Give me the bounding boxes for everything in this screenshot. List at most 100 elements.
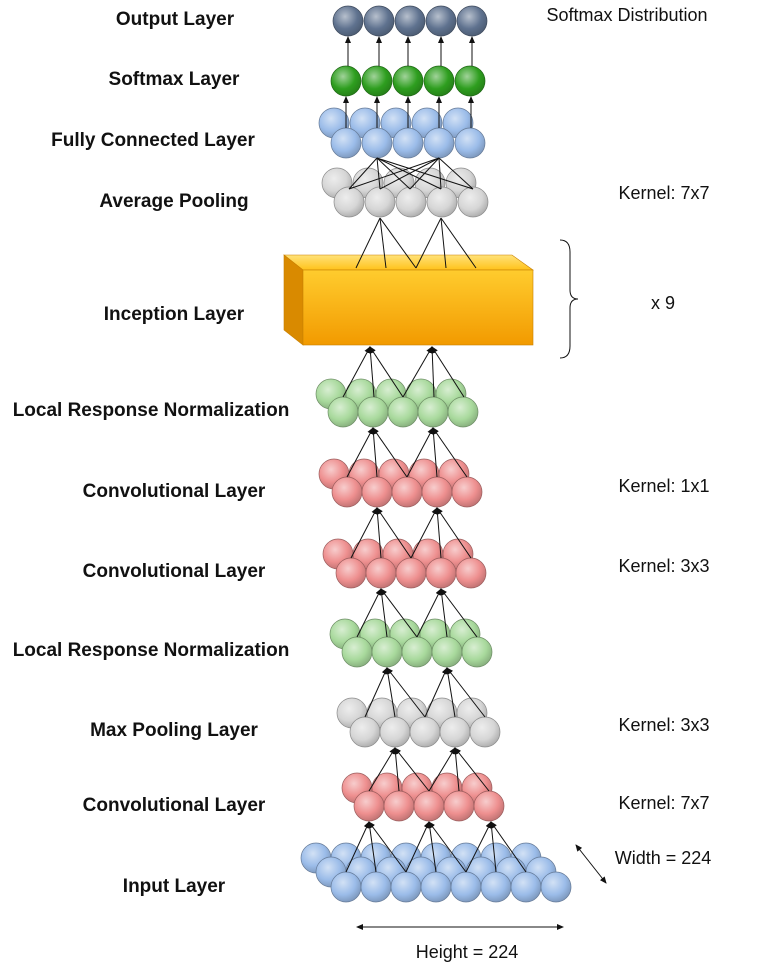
layer-avgpool: [321, 167, 489, 218]
connection-line: [428, 747, 456, 792]
neuron: [409, 716, 441, 748]
layer-lrn1: [329, 618, 493, 668]
neuron: [361, 127, 393, 159]
connection-line: [356, 588, 382, 638]
label-output-layer: Output Layer: [116, 9, 235, 30]
connection-line: [438, 157, 442, 190]
connection-line: [424, 667, 448, 718]
neuron: [349, 716, 381, 748]
connection-line: [342, 346, 371, 398]
connection-line: [345, 821, 370, 873]
connection-line: [367, 346, 375, 398]
neuron: [365, 557, 397, 589]
connection-line: [350, 507, 378, 559]
neuron: [426, 186, 458, 218]
connection-line: [452, 747, 460, 792]
neuron: [395, 186, 427, 218]
neuron: [387, 396, 419, 428]
connection-line: [438, 588, 448, 638]
neuron: [330, 127, 362, 159]
connection-line: [410, 507, 438, 559]
connection-line: [454, 747, 490, 792]
neuron: [395, 557, 427, 589]
connection-line: [379, 217, 417, 269]
neuron: [392, 127, 424, 159]
neuron: [394, 5, 426, 37]
layer-maxpool: [336, 697, 501, 748]
neuron: [371, 636, 403, 668]
neuron: [330, 871, 362, 903]
connection-line: [429, 346, 436, 398]
connection-line: [376, 157, 381, 190]
neuron: [461, 636, 493, 668]
connection-line: [431, 346, 465, 398]
label-softmax-layer: Softmax Layer: [109, 69, 241, 90]
neuron-layers: [300, 5, 572, 903]
connection-line: [488, 821, 497, 873]
neuron: [357, 396, 389, 428]
neuron: [540, 871, 572, 903]
note-kernel-conv3: Kernel: 1x1: [618, 476, 709, 496]
neuron: [431, 636, 463, 668]
connection-line: [465, 821, 492, 873]
connection-line: [445, 667, 456, 718]
neuron: [439, 716, 471, 748]
note-kernel-conv2: Kernel: 3x3: [618, 556, 709, 576]
neuron: [423, 127, 455, 159]
note-kernel-conv1: Kernel: 7x7: [618, 793, 709, 813]
layer-softmax: [330, 65, 486, 97]
connection-line: [432, 427, 468, 478]
neuron: [473, 790, 505, 822]
label-lrn-lower: Local Response Normalization: [13, 640, 290, 661]
connection-line: [374, 507, 382, 559]
neuron: [455, 557, 487, 589]
connection-line: [379, 217, 387, 269]
neuron: [360, 871, 392, 903]
neuron: [457, 186, 489, 218]
width-label: Width = 224: [615, 848, 712, 868]
neuron: [417, 396, 449, 428]
neuron: [450, 871, 482, 903]
connection-line: [355, 217, 381, 269]
neuron: [425, 557, 457, 589]
label-lrn-upper: Local Response Normalization: [13, 400, 290, 421]
layer-conv1: [341, 772, 505, 822]
neuron: [391, 476, 423, 508]
connection-line: [376, 157, 474, 190]
label-average-pooling: Average Pooling: [99, 191, 248, 212]
label-max-pooling-layer: Max Pooling Layer: [90, 720, 258, 741]
neuron: [341, 636, 373, 668]
inception-block: [283, 254, 534, 346]
neuron: [363, 5, 395, 37]
neuron: [421, 476, 453, 508]
neuron: [456, 5, 488, 37]
connection-line: [376, 507, 412, 559]
connection-line: [385, 667, 396, 718]
neuron: [454, 65, 486, 97]
layer-fc: [318, 107, 486, 159]
neuron: [447, 396, 479, 428]
layer-input: [300, 842, 572, 903]
label-conv-layer-1: Convolutional Layer: [83, 795, 266, 816]
neuron: [420, 871, 452, 903]
neuron: [364, 186, 396, 218]
inception-block-side: [283, 254, 304, 346]
connection-line: [380, 588, 418, 638]
connection-line: [368, 821, 407, 873]
connection-line: [394, 747, 430, 792]
neuron: [454, 127, 486, 159]
connection-line: [386, 667, 426, 718]
note-inception-repeat: x 9: [651, 293, 675, 313]
connection-line: [438, 157, 474, 190]
connection-line: [372, 427, 408, 478]
neuron: [423, 65, 455, 97]
connection-line: [348, 157, 440, 190]
neuron: [361, 65, 393, 97]
neuron: [327, 396, 359, 428]
layer-output: [332, 5, 488, 37]
layer-lrn2: [315, 378, 479, 428]
note-softmax-distribution: Softmax Distribution: [546, 5, 707, 25]
neuron: [510, 871, 542, 903]
connection-line: [440, 588, 478, 638]
neuron: [361, 476, 393, 508]
